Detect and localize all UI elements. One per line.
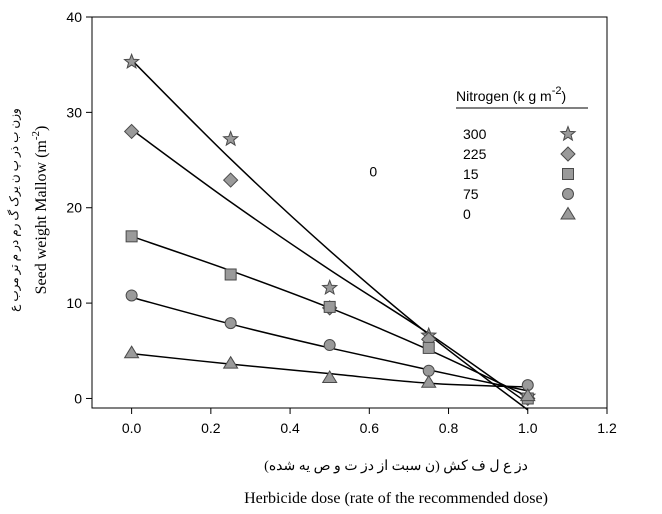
data-point-15 — [323, 300, 336, 313]
data-point-15 — [422, 341, 435, 354]
x-tick-label: 0.0 — [122, 420, 142, 436]
legend-label-225: 225 — [463, 146, 487, 162]
data-point-0 — [420, 374, 437, 388]
legend-marker-15 — [562, 168, 574, 180]
x-tick-label: 0.8 — [439, 420, 459, 436]
y-tick-label: 30 — [66, 104, 82, 120]
y-axis-label: Seed weight Mallow (m-2) — [30, 126, 50, 295]
plot-frame — [91, 16, 608, 409]
x-tick-label: 1.2 — [597, 420, 617, 436]
y-axis-label-fa: وزن ب ذر پ ن یرک گ رم در م تر مرب ع — [7, 108, 21, 312]
fit-curve-300 — [131, 59, 529, 411]
data-point-15 — [125, 230, 138, 243]
data-point-0 — [519, 388, 536, 402]
data-point-300 — [222, 130, 240, 147]
legend-marker-0 — [560, 206, 576, 220]
x-tick-label: 0.4 — [280, 420, 300, 436]
data-point-0 — [321, 370, 338, 383]
legend-marker-225 — [560, 146, 576, 162]
data-point-75 — [323, 339, 336, 352]
y-axis-label-sup: -2 — [30, 131, 42, 140]
legend-title-sup: -2 — [552, 85, 562, 97]
legend: Nitrogen (k g m-2) 300 225 15 75 0 — [456, 85, 588, 222]
y-tick-label: 20 — [66, 200, 82, 216]
x-tick-label: 0.2 — [201, 420, 221, 436]
data-point-0 — [123, 345, 140, 359]
stray-mark: 0 — [369, 163, 377, 179]
data-point-300 — [123, 52, 141, 70]
data-point-75 — [224, 317, 237, 330]
data-points — [123, 52, 537, 407]
legend-label-300: 300 — [463, 126, 487, 142]
axes: 0.0 0.2 0.4 0.6 0.8 1.0 1.2 0 10 20 30 40 — [66, 9, 617, 436]
data-point-15 — [224, 268, 237, 281]
data-point-75 — [422, 364, 435, 377]
fit-curves — [131, 59, 529, 411]
y-tick-label: 10 — [66, 295, 82, 311]
legend-label-75: 75 — [463, 186, 479, 202]
data-point-0 — [222, 355, 239, 369]
x-axis-label: Herbicide dose (rate of the recommended … — [244, 490, 548, 507]
legend-title: Nitrogen (k g m-2) — [456, 85, 566, 104]
y-tick-label: 40 — [66, 9, 82, 25]
x-axis-label-fa: دز ع ل ف کش (ن سبت از دز ت و ص یه شده) — [264, 459, 528, 474]
fit-curve-225 — [131, 128, 529, 404]
data-point-225 — [123, 123, 140, 140]
data-point-225 — [222, 172, 239, 188]
y-tick-label: 0 — [74, 390, 82, 406]
data-point-75 — [125, 289, 138, 302]
legend-label-0: 0 — [463, 206, 471, 222]
data-point-300 — [321, 278, 339, 296]
x-tick-label: 1.0 — [518, 420, 538, 436]
legend-marker-75 — [562, 188, 574, 200]
legend-marker-300 — [559, 125, 577, 142]
legend-label-15: 15 — [463, 166, 479, 182]
x-tick-label: 0.6 — [360, 420, 380, 436]
